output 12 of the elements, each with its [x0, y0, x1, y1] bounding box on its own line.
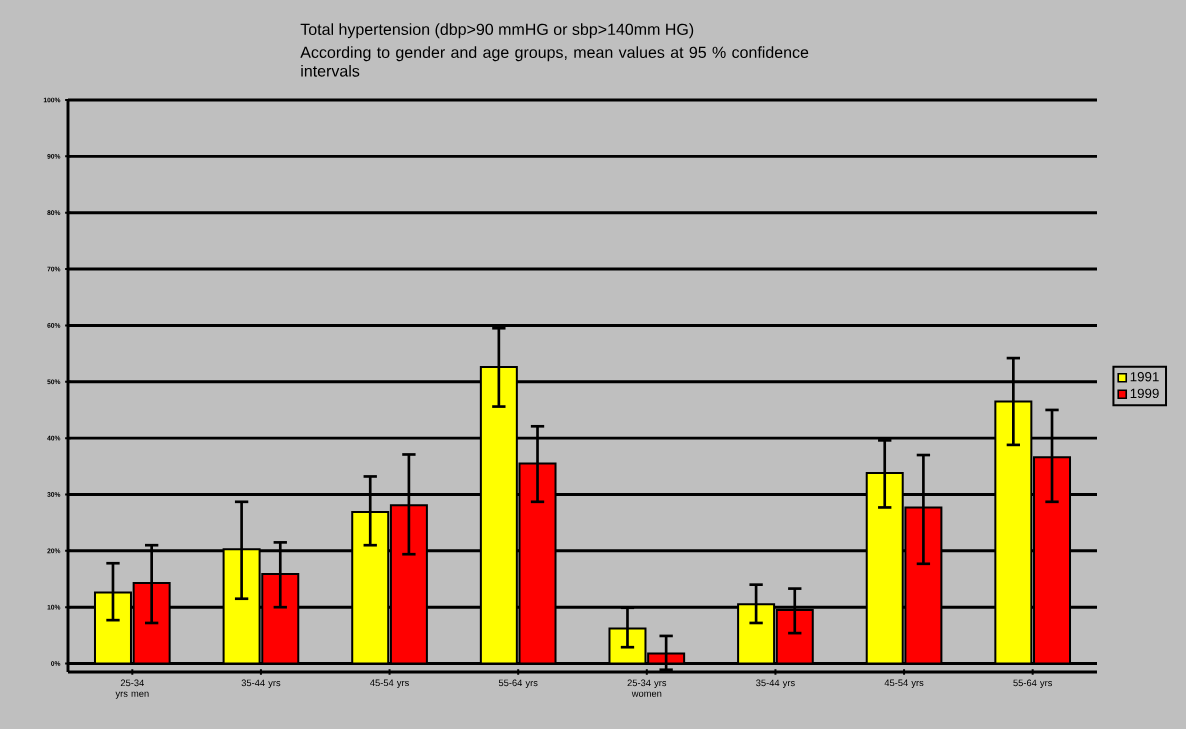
x-tick-label: 55-64 yrs: [1013, 679, 1053, 689]
legend-label: 1999: [1130, 388, 1159, 399]
x-tick-label: 35-44 yrs: [756, 679, 795, 689]
x-tick-label: 25-34 yrs men: [115, 679, 149, 699]
chart-title: Total hypertension (dbp>90 mmHG or sbp>140mm HG): [300, 23, 694, 39]
legend-label: 1991: [1130, 372, 1159, 382]
x-tick-label: 55-64 yrs: [498, 679, 538, 689]
x-tick-label: 45-54 yrs: [370, 679, 409, 688]
chart-subtitle: According to gender and age groups, mean values at 95 % confidence intervals: [300, 46, 809, 77]
x-tick-label: 45-54 yrs: [884, 679, 924, 688]
x-tick-label: 25-34 yrs women: [627, 679, 667, 697]
x-tick-label: 35-44 yrs: [241, 679, 281, 689]
